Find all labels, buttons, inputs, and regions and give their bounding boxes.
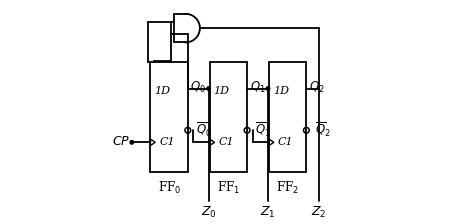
Text: FF$_1$: FF$_1$ (217, 180, 240, 196)
Text: $Z_1$: $Z_1$ (260, 205, 276, 220)
Text: $Z_2$: $Z_2$ (311, 205, 327, 220)
Bar (269, 62, 306, 172)
Circle shape (207, 87, 211, 90)
Text: $Q_0$: $Q_0$ (190, 80, 206, 95)
Text: FF$_0$: FF$_0$ (157, 180, 180, 196)
Text: C1: C1 (219, 137, 234, 147)
Text: $\overline{Q}_1$: $\overline{Q}_1$ (255, 121, 271, 139)
Text: $\overline{Q}_0$: $\overline{Q}_0$ (196, 121, 212, 139)
Text: C1: C1 (278, 137, 293, 147)
Text: 1D: 1D (155, 86, 171, 96)
Circle shape (266, 87, 270, 90)
Text: $CP$: $CP$ (112, 134, 131, 148)
Bar (150, 62, 188, 172)
Text: $\overline{Q}_2$: $\overline{Q}_2$ (315, 121, 330, 139)
Text: 1D: 1D (273, 86, 289, 96)
Text: 1D: 1D (214, 86, 230, 96)
Text: $Q_2$: $Q_2$ (309, 80, 325, 95)
Text: $Z_0$: $Z_0$ (201, 205, 217, 220)
Text: C1: C1 (159, 137, 175, 147)
Circle shape (130, 141, 133, 144)
Bar (210, 62, 247, 172)
Text: FF$_2$: FF$_2$ (276, 180, 299, 196)
Text: $Q_1$: $Q_1$ (250, 80, 266, 95)
